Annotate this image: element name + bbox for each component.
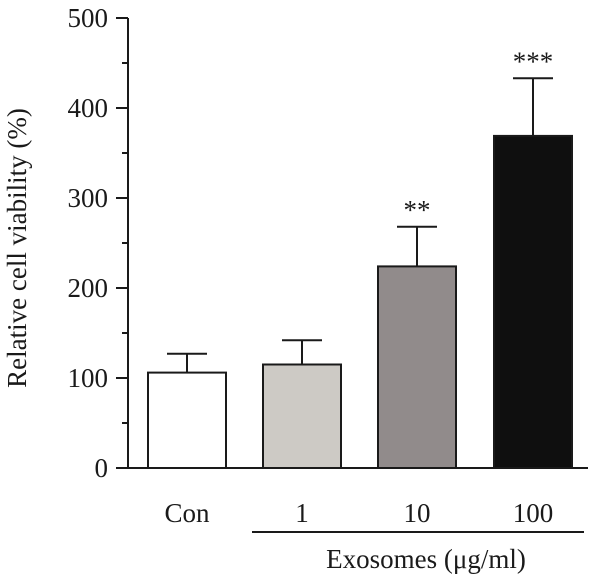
y-tick-label: 200 [68, 273, 109, 303]
y-tick-label: 100 [68, 363, 109, 393]
y-tick-label: 500 [68, 3, 109, 33]
bar-10 [377, 265, 457, 469]
x-tick-label: 1 [295, 498, 309, 528]
bars: ***** [147, 46, 573, 470]
x-tick-label: 100 [513, 498, 554, 528]
y-tick-label: 0 [95, 453, 109, 483]
x-tick-label: Con [164, 498, 210, 528]
x-tick-label: 10 [404, 498, 431, 528]
bar-con [147, 371, 227, 470]
y-tick-label: 400 [68, 93, 109, 123]
y-tick-label: 300 [68, 183, 109, 213]
x-axis: Con 1 10 100 [128, 467, 588, 528]
y-axis: 0 100 200 300 400 500 [68, 3, 129, 483]
y-axis-label: Relative cell viability (%) [2, 108, 32, 388]
bar-1 [262, 363, 342, 469]
group-label: Exosomes (μg/ml) [326, 544, 526, 574]
bar-100 [493, 134, 573, 469]
significance-label: ** [404, 195, 431, 225]
significance-label: *** [513, 46, 554, 76]
